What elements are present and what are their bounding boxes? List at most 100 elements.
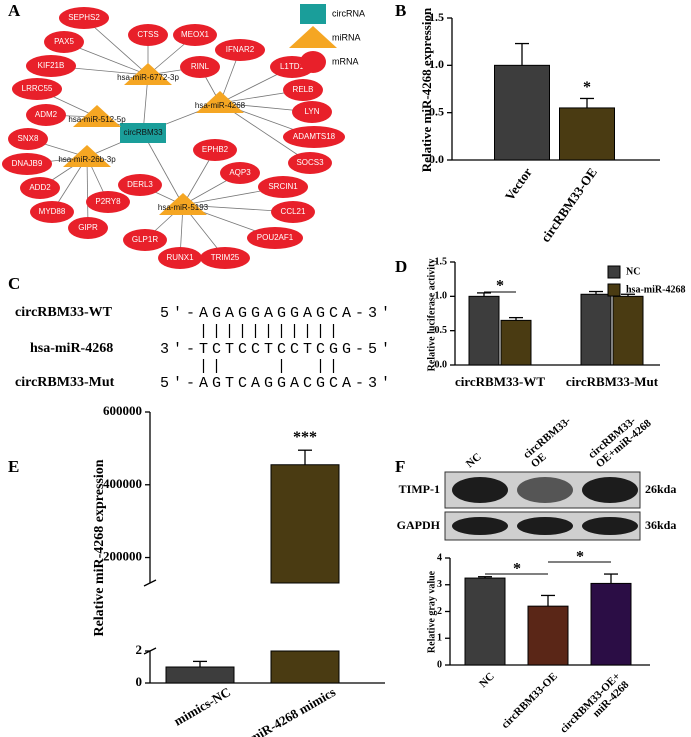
blot-row-label: GAPDH [397, 518, 441, 532]
node-label: KIF21B [38, 61, 65, 70]
panel-letter: D [395, 257, 407, 276]
legend-label: circRNA [332, 8, 365, 18]
network-node [2, 153, 52, 175]
node-label: EPHB2 [202, 145, 229, 154]
network-node [158, 247, 202, 269]
network-node [12, 78, 62, 100]
y-tick-label: 1.0 [435, 291, 448, 302]
network-node [123, 229, 167, 251]
network-node [200, 247, 250, 269]
node-label: RELB [293, 85, 314, 94]
panel-letter: C [8, 274, 20, 293]
legend-swatch [607, 265, 621, 279]
node-label: DNAJB9 [12, 159, 43, 168]
blot-size: 26kda [645, 482, 676, 496]
panel-letter: E [8, 457, 19, 476]
network-edge [142, 132, 184, 206]
network-node [220, 162, 260, 184]
network-node [63, 145, 111, 167]
bar [590, 582, 632, 666]
node-label: IFNAR2 [226, 45, 255, 54]
network-node [283, 126, 345, 148]
network-node [8, 128, 48, 150]
network-node [271, 201, 315, 223]
bar [468, 295, 500, 366]
network-node [128, 24, 168, 46]
node-label: L1TD1 [280, 62, 305, 71]
blot-band [582, 477, 638, 503]
node-label: SOCS3 [296, 158, 324, 167]
network-node [118, 174, 162, 196]
sequence-name: circRBM33-WT [15, 305, 113, 320]
node-label: SEPHS2 [68, 13, 100, 22]
network-node [30, 201, 74, 223]
x-tick-label: circRBM33-OE [538, 165, 600, 245]
y-tick-label: 1.5 [435, 256, 448, 267]
node-label: circRBM33 [123, 128, 163, 137]
network-node [258, 176, 308, 198]
base-pairing: ||||||||||| [160, 323, 394, 340]
bar [464, 577, 506, 666]
axis-break [143, 579, 157, 587]
node-label: ADAMTS18 [293, 132, 336, 141]
network-node [215, 39, 265, 61]
lane-label: NC [464, 451, 484, 470]
node-label: GIPR [78, 223, 98, 232]
sequence: 5'-AGAGGAGGAGCA-3' [160, 305, 394, 322]
node-label: MYD88 [39, 207, 66, 216]
legend-swatch [300, 51, 326, 73]
y-tick-label: 400000 [103, 476, 142, 491]
y-axis-label: Relative gray value [426, 570, 437, 653]
node-label: PAX5 [54, 37, 74, 46]
x-tick-label: NC [477, 670, 497, 690]
x-tick-label: circRBM33-OE [499, 670, 560, 731]
network-node [73, 105, 121, 127]
legend-label: NC [626, 266, 640, 277]
y-tick-label: 0 [437, 659, 442, 670]
network-node [173, 24, 217, 46]
x-tick-label: mimics-NC [171, 684, 233, 728]
network-node [247, 227, 303, 249]
bar [559, 107, 615, 161]
y-tick-label: 0 [136, 674, 143, 689]
network-node [180, 56, 220, 78]
blot-band [517, 517, 573, 535]
significance: *** [293, 429, 317, 446]
y-tick-label: 2 [136, 642, 143, 657]
node-label: hsa-miR-512-5p [68, 115, 126, 124]
significance: * [513, 561, 521, 578]
node-label: POU2AF1 [257, 233, 294, 242]
bar [165, 666, 235, 684]
x-tick-label: Vector [502, 165, 535, 204]
node-label: CTSS [137, 30, 158, 39]
y-axis-label: Relative miR-4268 expression [419, 7, 434, 172]
network-node [120, 123, 166, 143]
network-node [292, 101, 332, 123]
node-label: DERL3 [127, 180, 153, 189]
bar [500, 319, 532, 366]
base-pairing: || | || [160, 358, 394, 375]
node-label: CCL21 [281, 207, 306, 216]
bar [527, 605, 569, 666]
legend-swatch [607, 283, 621, 297]
network-node [283, 79, 323, 101]
blot-band [452, 517, 508, 535]
blot-row-label: TIMP-1 [399, 482, 440, 496]
y-tick-label: 0.0 [435, 359, 448, 370]
panel-letter: A [8, 1, 21, 20]
blot-band [582, 517, 638, 535]
network-node [86, 191, 130, 213]
significance: * [576, 549, 584, 566]
node-label: hsa-miR-5193 [158, 203, 209, 212]
node-label: hsa-miR-26b-3p [58, 155, 116, 164]
node-label: TRIM25 [211, 253, 240, 262]
y-tick-label: 4 [437, 552, 442, 563]
bar [612, 295, 644, 366]
y-tick-label: 0.5 [429, 104, 444, 118]
y-tick-label: 1 [437, 633, 442, 644]
network-node [59, 7, 109, 29]
network-node [288, 152, 332, 174]
node-label: GLP1R [132, 235, 158, 244]
sequence: 3'-TCTCCTCCTCGG-5' [160, 341, 394, 358]
